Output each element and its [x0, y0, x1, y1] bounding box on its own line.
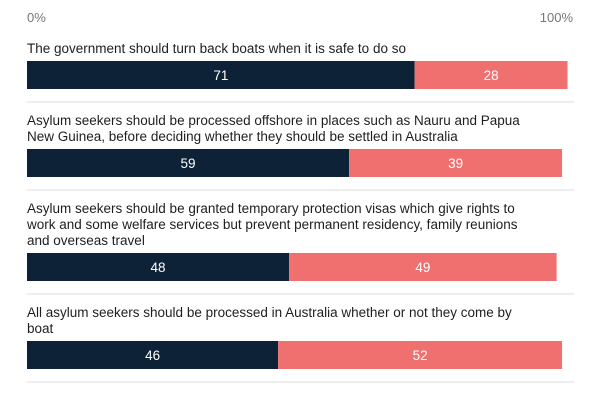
- data-label: 49: [415, 260, 430, 275]
- chart-row: Asylum seekers should be granted tempora…: [26, 201, 574, 295]
- bar-segment-second: [414, 61, 568, 89]
- axis-tick-start: 0%: [27, 10, 46, 25]
- statement-label-line: boat: [27, 321, 54, 336]
- chart-row: The government should turn back boats wh…: [27, 41, 574, 103]
- statement-label-line: Asylum seekers should be processed offsh…: [27, 113, 520, 128]
- data-label: 52: [413, 348, 428, 363]
- data-label: 48: [151, 260, 166, 275]
- bar-segment-first: [27, 149, 350, 177]
- data-label: 71: [213, 68, 228, 83]
- statement-label-line: work and some welfare services but preve…: [26, 217, 518, 232]
- chart-row: Asylum seekers should be processed offsh…: [27, 113, 574, 191]
- bar-segment-first: [27, 61, 415, 89]
- statement-label-line: and overseas travel: [27, 233, 145, 248]
- data-label: 28: [484, 68, 499, 83]
- data-label: 46: [145, 348, 160, 363]
- bar-segment-second: [278, 341, 563, 369]
- statement-label-line: All asylum seekers should be processed i…: [27, 305, 512, 320]
- chart-rows: The government should turn back boats wh…: [26, 41, 574, 383]
- data-label: 59: [181, 156, 196, 171]
- chart-row: All asylum seekers should be processed i…: [27, 305, 574, 383]
- statement-label-line: Asylum seekers should be granted tempora…: [27, 201, 515, 216]
- data-label: 39: [448, 156, 463, 171]
- statement-label-line: New Guinea, before deciding whether they…: [27, 129, 458, 144]
- axis-tick-end: 100%: [540, 10, 574, 25]
- bar-segment-first: [27, 341, 279, 369]
- bar-segment-second: [289, 253, 557, 281]
- bar-segment-second: [349, 149, 563, 177]
- bar-segment-first: [27, 253, 290, 281]
- statement-label-line: The government should turn back boats wh…: [27, 41, 406, 56]
